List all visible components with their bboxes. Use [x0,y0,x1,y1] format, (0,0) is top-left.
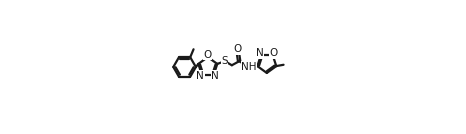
Text: NH: NH [241,62,257,72]
Text: O: O [204,50,212,60]
Text: N: N [256,48,263,58]
Text: N: N [197,71,204,81]
Text: O: O [233,44,242,54]
Text: O: O [270,48,278,58]
Text: N: N [212,71,219,81]
Text: S: S [221,56,228,66]
